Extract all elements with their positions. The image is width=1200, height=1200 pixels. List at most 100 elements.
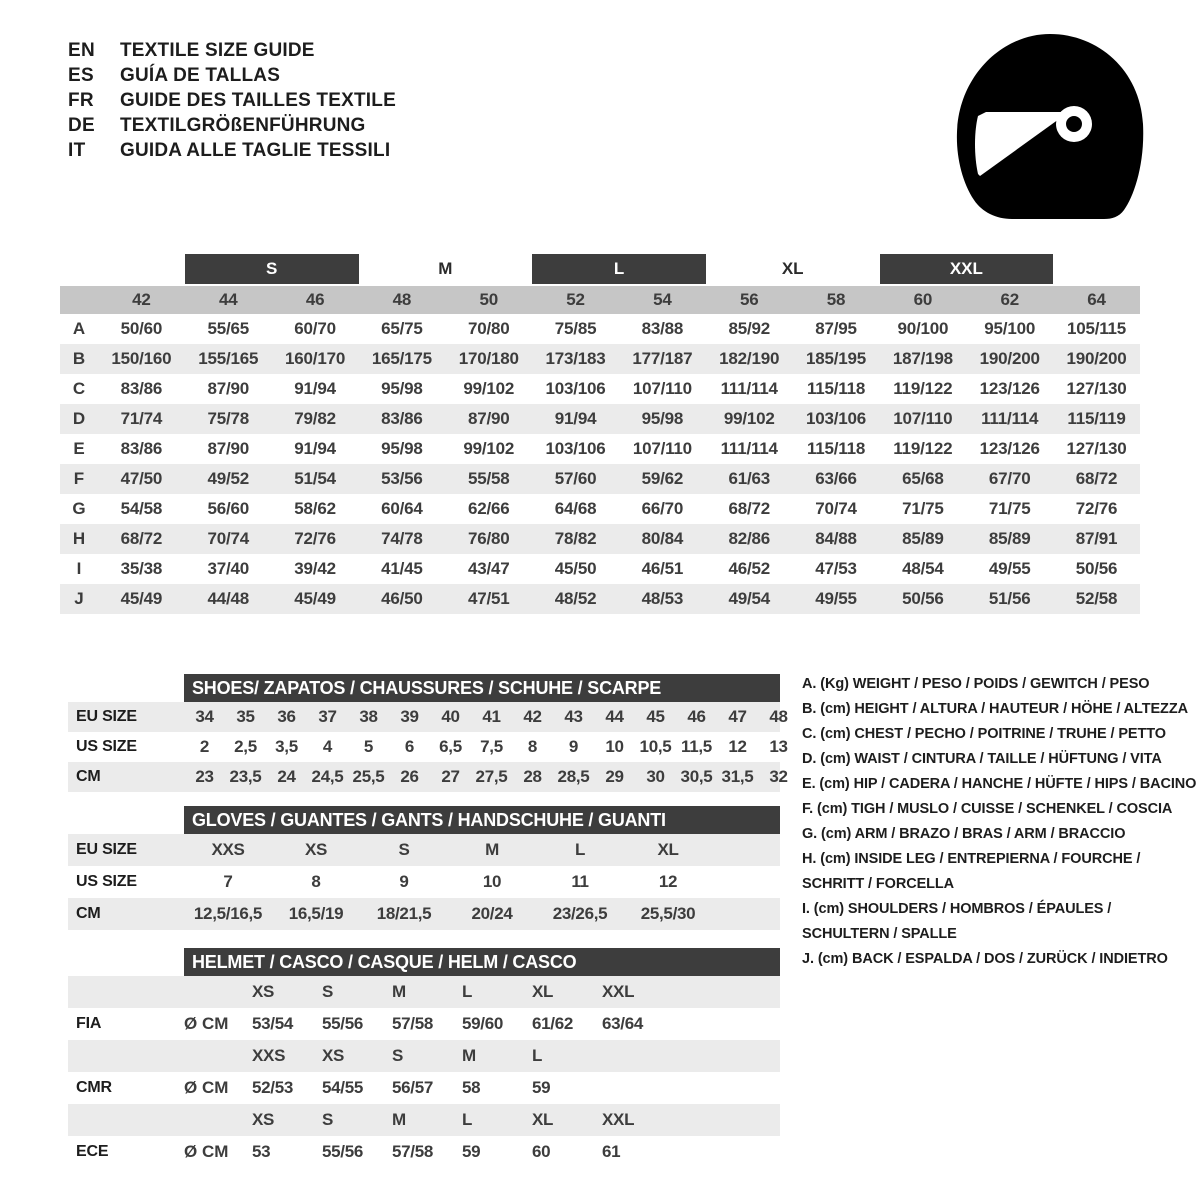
row-cells: 83/86 87/90 91/94 95/98 99/102 103/106 107/110… bbox=[98, 434, 1140, 464]
table-cell: 50/56 bbox=[1075, 559, 1118, 578]
legend-line: I. (cm) SHOULDERS / HOMBROS / ÉPAULES / bbox=[802, 901, 1112, 917]
title-language-code: IT bbox=[68, 140, 86, 161]
table-cell: 53/54 bbox=[252, 1014, 294, 1033]
table-cell: 42 bbox=[523, 707, 542, 726]
table-cell: 23/26,5 bbox=[552, 904, 608, 923]
table-cell: 9 bbox=[568, 737, 579, 756]
table-cell: 83/86 bbox=[120, 379, 163, 398]
row-letter-cell: C bbox=[60, 374, 98, 404]
helmet-size-label: XS bbox=[252, 1110, 275, 1129]
table-cell: 160/170 bbox=[285, 349, 346, 368]
row-label: EU SIZE bbox=[76, 841, 137, 858]
helmet-size-label: XS bbox=[322, 1046, 345, 1065]
table-cell: 55/56 bbox=[322, 1142, 364, 1161]
table-cell: 83/86 bbox=[120, 439, 163, 458]
row-cells: XXS XS S M L XL bbox=[184, 840, 780, 860]
table-cell: 25,5/30 bbox=[640, 904, 696, 923]
table-cell: 58/62 bbox=[294, 499, 336, 518]
table-cell: 49/52 bbox=[207, 469, 250, 488]
table-cell: 91/94 bbox=[294, 379, 336, 398]
title-line: ES GUÍA DE TALLAS bbox=[68, 65, 396, 90]
row-letter: A bbox=[72, 319, 86, 338]
shoes-rows: EU SIZE 34 35 36 37 38 39 40 41 42 43 44 45 46 47 48 US … bbox=[68, 702, 788, 792]
table-cell: 16,5/19 bbox=[288, 904, 344, 923]
table-row: B 150/160 155/165 160/170 165/175 170/180 173/… bbox=[60, 344, 1140, 374]
table-cell: 34 bbox=[195, 707, 214, 726]
table-cell: 74/78 bbox=[381, 529, 423, 548]
table-cell: 95/98 bbox=[641, 409, 684, 428]
helmet-size-row: XXS XS S M L bbox=[68, 1040, 780, 1072]
table-cell: 95/98 bbox=[381, 379, 423, 398]
table-cell: 10 bbox=[482, 872, 502, 891]
table-cell: 40 bbox=[441, 707, 460, 726]
table-cell: 48 bbox=[769, 707, 788, 726]
title-line: EN TEXTILE SIZE GUIDE bbox=[68, 40, 396, 65]
table-cell: 75/85 bbox=[554, 319, 597, 338]
column-header-62: 62 bbox=[1000, 290, 1019, 309]
helmet-value-cells: Ø CM 53/54 55/56 57/58 59/60 61/62 63/64 bbox=[184, 1014, 780, 1034]
table-cell: 99/102 bbox=[463, 439, 515, 458]
table-cell: 49/54 bbox=[728, 589, 770, 608]
table-cell: 55/56 bbox=[322, 1014, 364, 1033]
helmet-size-label: L bbox=[532, 1046, 543, 1065]
table-cell: 38 bbox=[359, 707, 378, 726]
num-lead-spacer bbox=[60, 286, 98, 314]
column-header-60: 60 bbox=[913, 290, 933, 309]
gloves-section: GLOVES / GUANTES / GANTS / HANDSCHUHE / … bbox=[68, 806, 780, 930]
table-cell: 9 bbox=[399, 872, 409, 891]
textile-size-table: S M L XL XXL 42 44 46 48 50 52 54 56 58 60 62 64 A 50/60… bbox=[60, 254, 1140, 614]
row-label: EU SIZE bbox=[76, 708, 137, 725]
table-cell: 99/102 bbox=[463, 379, 515, 398]
row-cells: 54/58 56/60 58/62 60/64 62/66 64/68 66/70 68/72… bbox=[98, 494, 1140, 524]
row-letter: J bbox=[74, 589, 84, 608]
table-cell: 66/70 bbox=[641, 499, 684, 518]
table-cell: 57/58 bbox=[392, 1014, 434, 1033]
table-cell: 64/68 bbox=[554, 499, 597, 518]
table-cell: 123/126 bbox=[979, 379, 1040, 398]
helmet-size-cells: XS S M L XL XXL bbox=[184, 1110, 780, 1130]
table-cell: 57/58 bbox=[392, 1142, 434, 1161]
helmet-size-row: XS S M L XL XXL bbox=[68, 1104, 780, 1136]
table-cell: 45 bbox=[646, 707, 665, 726]
table-cell: 127/130 bbox=[1066, 379, 1127, 398]
table-cell: 85/89 bbox=[988, 529, 1031, 548]
table-cell: 51/54 bbox=[294, 469, 336, 488]
table-row: F 47/50 49/52 51/54 53/56 55/58 57/60 59/62 61/6… bbox=[60, 464, 1140, 494]
row-cells: 45/49 44/48 45/49 46/50 47/51 48/52 48/53 49/54… bbox=[98, 584, 1140, 614]
table-cell: M bbox=[485, 840, 499, 859]
row-label: US SIZE bbox=[76, 738, 137, 755]
helmet-standard-label: FIA bbox=[76, 1015, 102, 1032]
table-cell: 85/92 bbox=[728, 319, 770, 338]
title-language-text: TEXTILE SIZE GUIDE bbox=[120, 40, 315, 61]
column-header-48: 48 bbox=[392, 290, 412, 309]
row-letter-cell: D bbox=[60, 404, 98, 434]
helmet-size-label: XXL bbox=[602, 982, 635, 1001]
table-row: C 83/86 87/90 91/94 95/98 99/102 103/106 107/11… bbox=[60, 374, 1140, 404]
table-cell: 10,5 bbox=[639, 737, 672, 756]
list-item: EU SIZE 34 35 36 37 38 39 40 41 42 43 44 45 46 47 48 bbox=[68, 702, 788, 732]
helmet-size-label: XL bbox=[532, 982, 554, 1001]
table-cell: 52/58 bbox=[1075, 589, 1118, 608]
row-cells: 12,5/16,5 16,5/19 18/21,5 20/24 23/26,5 25,5/… bbox=[184, 904, 780, 924]
table-cell: 60/64 bbox=[381, 499, 423, 518]
table-cell: 71/75 bbox=[988, 499, 1031, 518]
helmet-size-label: S bbox=[322, 982, 334, 1001]
row-cells: 50/60 55/65 60/70 65/75 70/80 75/85 83/88 85/92… bbox=[98, 314, 1140, 344]
table-row: G 54/58 56/60 58/62 60/64 62/66 64/68 66/70 68/7… bbox=[60, 494, 1140, 524]
table-cell: 99/102 bbox=[723, 409, 775, 428]
legend-line: C. (cm) CHEST / PECHO / POITRINE / TRUHE… bbox=[802, 726, 1166, 742]
table-cell: 83/88 bbox=[641, 319, 684, 338]
table-cell: 7 bbox=[223, 872, 233, 891]
table-cell: 43/47 bbox=[467, 559, 510, 578]
table-cell: 50/60 bbox=[120, 319, 163, 338]
table-cell: 25,5 bbox=[352, 767, 385, 786]
table-cell: 56/60 bbox=[207, 499, 250, 518]
table-cell: 44/48 bbox=[207, 589, 250, 608]
helmet-section-title: HELMET / CASCO / CASQUE / HELM / CASCO bbox=[184, 948, 780, 976]
table-cell: 123/126 bbox=[979, 439, 1040, 458]
table-cell: 127/130 bbox=[1066, 439, 1127, 458]
helmet-size-label: M bbox=[392, 982, 406, 1001]
table-cell: 107/110 bbox=[632, 439, 692, 458]
table-cell: S bbox=[398, 840, 410, 859]
gloves-section-title: GLOVES / GUANTES / GANTS / HANDSCHUHE / … bbox=[184, 806, 780, 834]
